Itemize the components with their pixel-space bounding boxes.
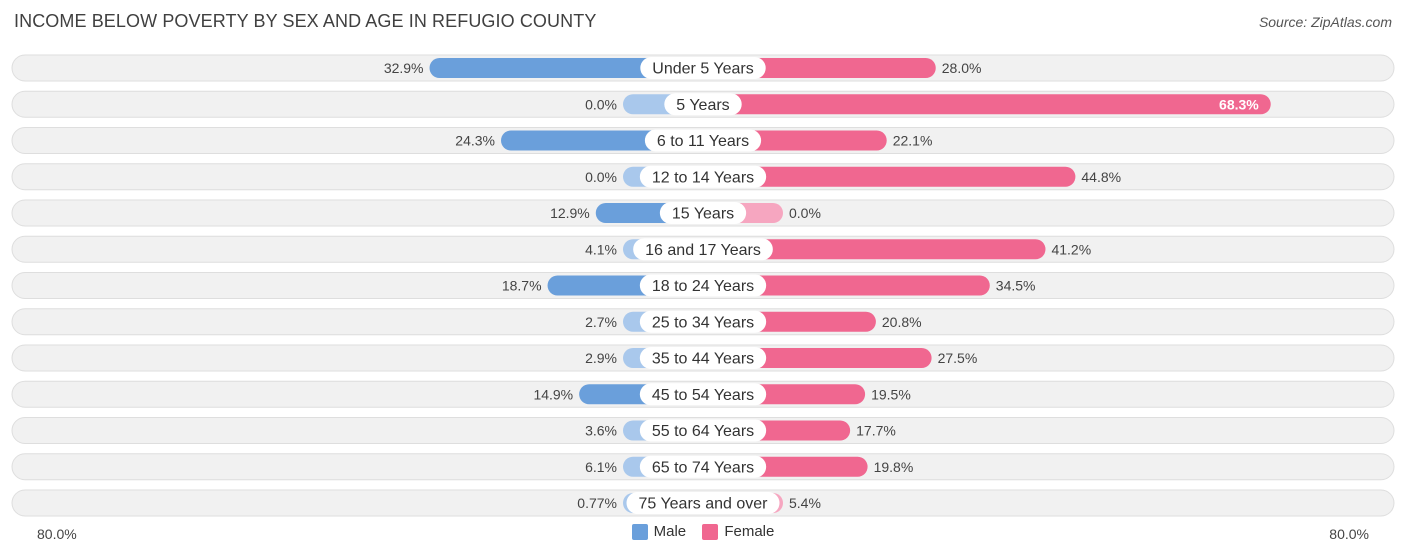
- category-pill: [639, 383, 767, 406]
- category-pill: [640, 57, 766, 79]
- bar-female: [703, 239, 1046, 260]
- bar-male-label: 4.1%: [585, 241, 617, 257]
- category-label: 65 to 74 Years: [652, 459, 754, 476]
- category-pill: [639, 347, 767, 369]
- bar-female-label: 34.5%: [996, 278, 1036, 294]
- bar-male-label: 0.0%: [585, 169, 617, 185]
- bar-female-label: 44.8%: [1081, 169, 1121, 185]
- legend-female-swatch: [702, 523, 719, 540]
- legend: Male Female: [0, 523, 1406, 544]
- bar-female-label: 22.1%: [893, 133, 933, 149]
- bar-female-label: 28.0%: [942, 60, 982, 76]
- category-label: 18 to 24 Years: [652, 278, 754, 295]
- bar-male-label: 3.6%: [585, 423, 617, 439]
- bar-female: [703, 94, 1271, 115]
- category-label: 5 Years: [676, 97, 729, 114]
- axis-right-label: 80.0%: [1329, 526, 1369, 542]
- bar-female-label: 19.8%: [874, 459, 914, 475]
- category-label: 35 to 44 Years: [652, 351, 754, 368]
- bar-female-label: 17.7%: [856, 423, 896, 439]
- source-credit: Source: ZipAtlas.com: [1258, 14, 1392, 30]
- bar-male-label: 32.9%: [384, 60, 424, 76]
- bar-male-label: 24.3%: [455, 133, 495, 149]
- bar-male-label: 14.9%: [533, 386, 573, 402]
- bar-female-label: 0.0%: [789, 205, 821, 221]
- bar-female: [703, 166, 1076, 187]
- category-label: Under 5 Years: [652, 61, 753, 78]
- bar-male-label: 0.77%: [577, 495, 617, 511]
- category-pill: [626, 492, 780, 514]
- bar-male-label: 2.9%: [585, 350, 617, 366]
- bar-male: [429, 58, 703, 78]
- bar-male-label: 0.0%: [585, 96, 617, 112]
- category-label: 16 and 17 Years: [645, 242, 761, 259]
- category-label: 15 Years: [672, 206, 734, 223]
- category-pill: [633, 238, 773, 261]
- category-pill: [639, 455, 767, 478]
- bar-female-label: 68.3%: [1219, 96, 1259, 112]
- bar-female-label: 27.5%: [938, 350, 978, 366]
- bar-female-label: 20.8%: [882, 314, 922, 330]
- legend-female-label: Female: [724, 523, 775, 540]
- bar-male-label: 6.1%: [585, 459, 617, 475]
- category-label: 75 Years and over: [639, 496, 769, 513]
- bar-male-label: 12.9%: [550, 205, 590, 221]
- chart-title: INCOME BELOW POVERTY BY SEX AND AGE IN R…: [14, 11, 597, 31]
- category-pill: [644, 129, 762, 152]
- bar-female-label: 5.4%: [789, 495, 821, 511]
- category-label: 6 to 11 Years: [657, 133, 749, 150]
- legend-male: Male: [631, 523, 687, 540]
- category-label: 25 to 34 Years: [652, 314, 754, 331]
- category-pill: [639, 419, 767, 442]
- chart-area: 32.9% 28.0% Under 5 Years 0.0% 68.3% 5 Years 2…: [11, 54, 1395, 517]
- category-pill: [639, 274, 767, 297]
- bar-female: [703, 275, 990, 296]
- legend-male-label: Male: [653, 523, 687, 540]
- category-label: 12 to 14 Years: [652, 169, 754, 186]
- category-pill: [664, 93, 742, 116]
- category-label: 45 to 54 Years: [652, 387, 754, 404]
- legend-female: Female: [702, 523, 774, 540]
- category-pill: [639, 165, 767, 188]
- bar-male-label: 2.7%: [585, 314, 617, 330]
- axis-left-label: 80.0%: [37, 526, 77, 542]
- category-pill: [659, 202, 747, 224]
- bar-female-label: 41.2%: [1051, 241, 1091, 257]
- bar-male-label: 18.7%: [502, 278, 542, 294]
- category-label: 55 to 64 Years: [652, 423, 754, 440]
- legend-male-swatch: [631, 523, 648, 540]
- bar-female-label: 19.5%: [871, 386, 911, 402]
- category-pill: [639, 310, 767, 333]
